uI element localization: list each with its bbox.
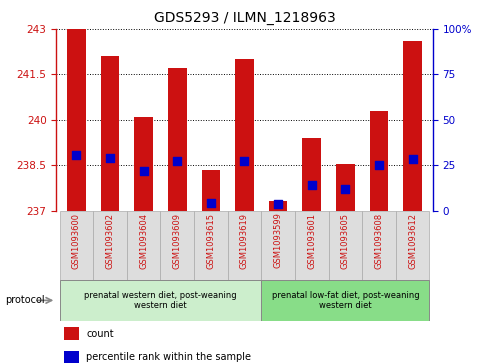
Point <box>173 158 181 164</box>
Text: GSM1093619: GSM1093619 <box>240 213 248 269</box>
Text: GSM1093604: GSM1093604 <box>139 213 148 269</box>
FancyBboxPatch shape <box>395 211 428 280</box>
FancyBboxPatch shape <box>294 211 328 280</box>
Text: GSM1093608: GSM1093608 <box>374 213 383 269</box>
Text: prenatal western diet, post-weaning
western diet: prenatal western diet, post-weaning west… <box>84 291 236 310</box>
Text: count: count <box>86 329 114 339</box>
Text: GSM1093602: GSM1093602 <box>105 213 114 269</box>
Text: GSM1093615: GSM1093615 <box>206 213 215 269</box>
Text: prenatal low-fat diet, post-weaning
western diet: prenatal low-fat diet, post-weaning west… <box>271 291 418 310</box>
Bar <box>369 111 387 211</box>
Bar <box>335 164 354 211</box>
FancyBboxPatch shape <box>60 211 93 280</box>
Bar <box>67 29 85 211</box>
Point <box>140 168 147 174</box>
Bar <box>201 170 220 211</box>
Text: percentile rank within the sample: percentile rank within the sample <box>86 352 251 362</box>
Point <box>240 158 248 164</box>
Point <box>106 155 114 160</box>
Bar <box>403 41 421 211</box>
Text: GSM1093609: GSM1093609 <box>172 213 182 269</box>
Bar <box>235 59 253 211</box>
FancyBboxPatch shape <box>261 280 428 321</box>
Point <box>374 162 382 168</box>
FancyBboxPatch shape <box>126 211 160 280</box>
Text: GSM1093599: GSM1093599 <box>273 213 282 269</box>
FancyBboxPatch shape <box>160 211 194 280</box>
Text: protocol: protocol <box>5 295 44 305</box>
Bar <box>168 68 186 211</box>
Bar <box>101 56 119 211</box>
Text: GSM1093612: GSM1093612 <box>407 213 416 269</box>
Point <box>408 156 416 162</box>
Bar <box>134 117 153 211</box>
FancyBboxPatch shape <box>261 211 294 280</box>
Point <box>341 187 348 192</box>
Point <box>274 201 282 207</box>
Point <box>206 200 214 206</box>
Bar <box>268 201 287 211</box>
FancyBboxPatch shape <box>93 211 126 280</box>
Point <box>72 152 80 158</box>
Point <box>307 182 315 188</box>
FancyBboxPatch shape <box>227 211 261 280</box>
FancyBboxPatch shape <box>194 211 227 280</box>
Bar <box>63 351 79 363</box>
FancyBboxPatch shape <box>328 211 362 280</box>
Bar <box>63 327 79 340</box>
Text: GSM1093600: GSM1093600 <box>72 213 81 269</box>
FancyBboxPatch shape <box>60 280 261 321</box>
Text: GSM1093605: GSM1093605 <box>340 213 349 269</box>
Title: GDS5293 / ILMN_1218963: GDS5293 / ILMN_1218963 <box>153 11 335 25</box>
Bar <box>302 138 320 211</box>
Text: GSM1093601: GSM1093601 <box>306 213 316 269</box>
FancyBboxPatch shape <box>362 211 395 280</box>
